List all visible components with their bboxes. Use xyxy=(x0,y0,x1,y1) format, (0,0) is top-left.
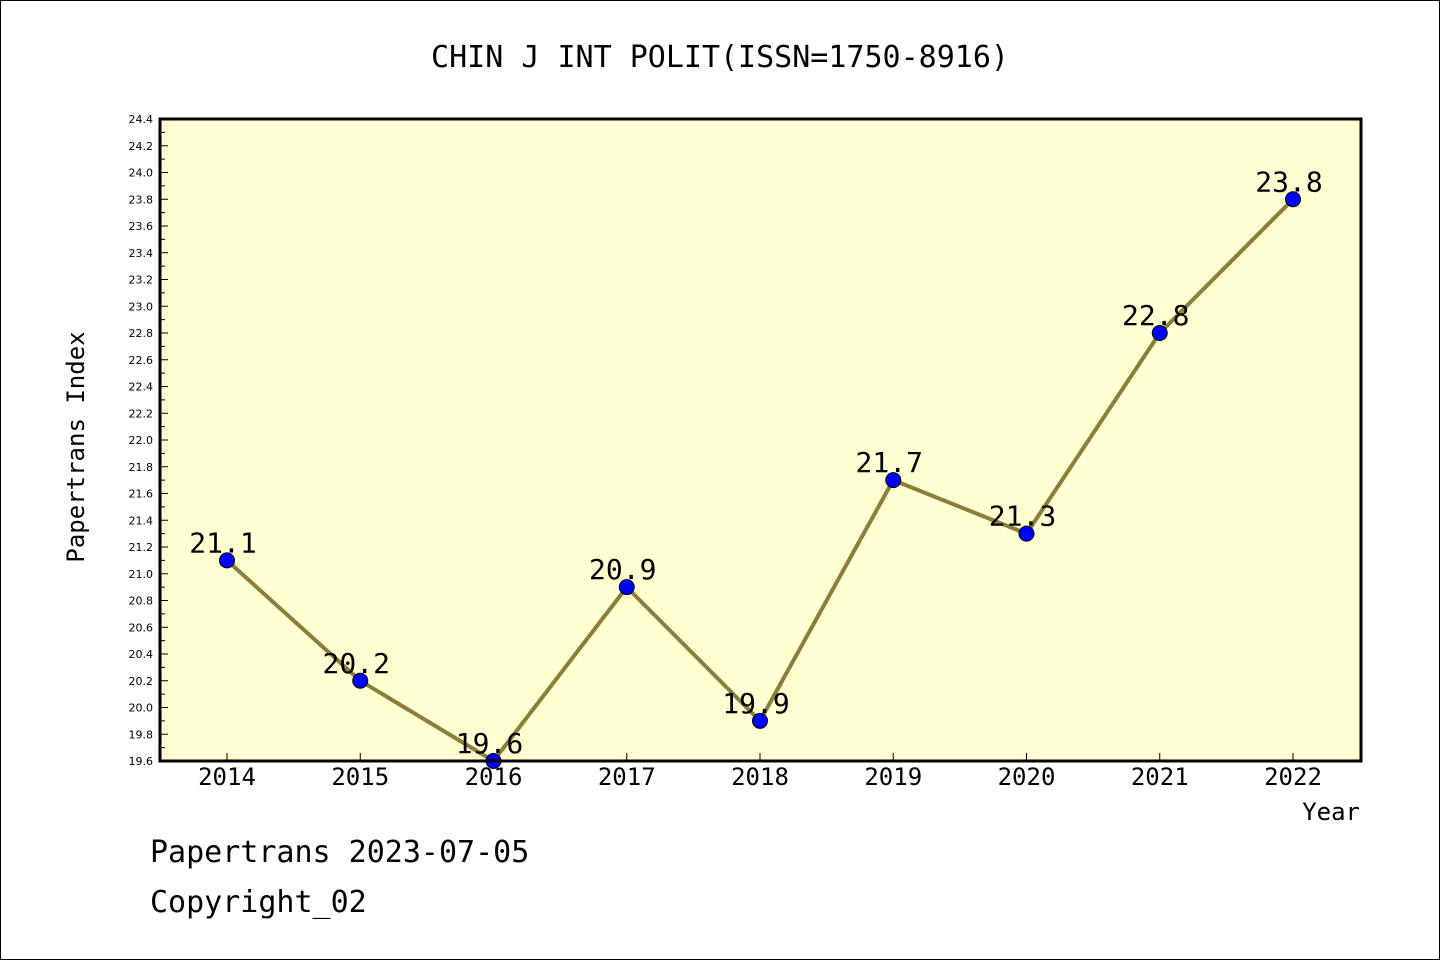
x-tick-label: 2021 xyxy=(1131,763,1189,791)
y-tick-label: 20.6 xyxy=(129,621,154,634)
y-axis-label: Papertrans Index xyxy=(62,331,90,562)
y-tick-label: 21.2 xyxy=(129,541,154,554)
data-label: 21.7 xyxy=(856,446,923,479)
footer-copyright: Copyright_02 xyxy=(150,885,367,920)
y-tick-label: 20.8 xyxy=(129,595,154,608)
y-tick-label: 20.2 xyxy=(129,675,154,688)
y-tick-label: 21.4 xyxy=(129,514,154,527)
data-label: 19.9 xyxy=(722,687,789,720)
x-tick-label: 2018 xyxy=(731,763,789,791)
y-tick-label: 21.8 xyxy=(129,461,154,474)
data-point xyxy=(885,472,902,489)
x-tick-label: 2014 xyxy=(198,763,256,791)
data-label: 21.3 xyxy=(989,500,1056,533)
y-tick-label: 24.2 xyxy=(129,140,154,153)
y-tick-label: 20.4 xyxy=(129,648,154,661)
data-point xyxy=(1151,325,1168,341)
y-tick-label: 20.0 xyxy=(129,702,154,715)
x-axis-ticks: 2014 2015 2016 2017 2018 2019 2020 2021 2022 xyxy=(198,753,1322,791)
chart-title: CHIN J INT POLIT(ISSN=1750-8916) xyxy=(431,40,1009,75)
x-tick-label: 2020 xyxy=(998,763,1056,791)
y-tick-label: 24.4 xyxy=(129,113,154,126)
y-tick-label: 23.8 xyxy=(129,193,154,206)
x-tick-label: 2019 xyxy=(864,763,922,791)
plot-border xyxy=(158,117,1363,763)
y-tick-label: 23.2 xyxy=(129,274,154,287)
y-tick-label: 23.6 xyxy=(129,220,154,233)
y-tick-label: 22.6 xyxy=(129,354,154,367)
data-label: 19.6 xyxy=(456,727,523,760)
y-tick-label: 22.8 xyxy=(129,327,154,340)
data-label: 22.8 xyxy=(1122,299,1189,332)
data-point xyxy=(1285,191,1301,208)
plot-area xyxy=(160,119,1361,761)
series-layer: 21.1 20.2 19.6 20.9 19.9 21.7 21.3 22.8 23.8 xyxy=(189,165,1323,769)
y-tick-label: 22.2 xyxy=(129,407,154,420)
y-tick-label: 19.6 xyxy=(129,755,154,768)
y-tick-label: 21.0 xyxy=(129,568,154,581)
x-tick-label: 2015 xyxy=(331,763,389,791)
data-point xyxy=(752,712,768,729)
y-tick-label: 24.0 xyxy=(129,167,154,180)
data-label: 23.8 xyxy=(1255,165,1322,198)
footer-date: Papertrans 2023-07-05 xyxy=(150,835,530,870)
x-tick-label: 2017 xyxy=(598,763,656,791)
data-point xyxy=(618,579,635,596)
y-tick-label: 23.0 xyxy=(129,300,154,313)
data-point xyxy=(352,672,369,689)
y-tick-label: 19.8 xyxy=(129,728,154,741)
data-label: 20.2 xyxy=(323,647,390,680)
data-point xyxy=(1018,525,1035,542)
y-tick-label: 21.6 xyxy=(129,488,154,501)
y-axis-ticks: 19.6 19.8 20.0 20.2 20.4 20.6 20.8 21.0 21.2 21.4… xyxy=(129,113,168,768)
y-tick-label: 22.0 xyxy=(129,434,154,447)
data-label: 20.9 xyxy=(589,553,656,586)
x-axis-label: Year xyxy=(1302,798,1360,826)
data-label: 21.1 xyxy=(189,526,256,559)
data-point xyxy=(219,552,235,569)
y-tick-label: 22.4 xyxy=(129,381,154,394)
y-tick-label: 23.4 xyxy=(129,247,154,260)
x-tick-label: 2022 xyxy=(1264,763,1322,791)
